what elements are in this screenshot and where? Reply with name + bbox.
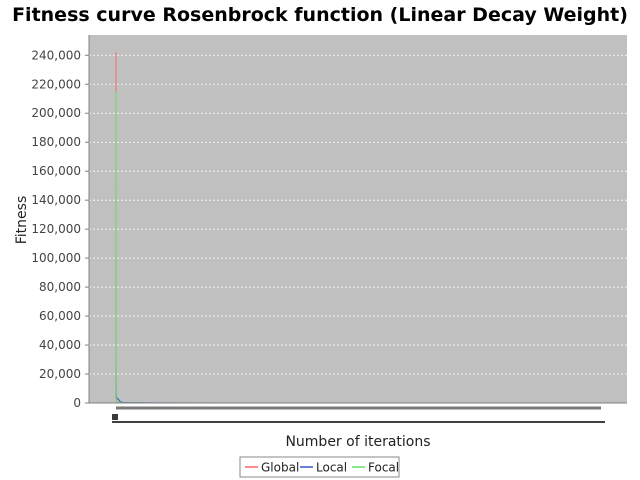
y-tick-label: 140,000 <box>31 193 81 207</box>
y-axis-label: Fitness <box>14 196 30 245</box>
legend-label-global: Global <box>261 461 299 475</box>
x-axis-tick-cluster <box>112 414 118 420</box>
grid <box>89 54 627 375</box>
y-tick-label: 20,000 <box>39 367 81 381</box>
legend: Global Local Focal <box>239 456 400 478</box>
y-tick-label: 80,000 <box>39 280 81 294</box>
y-tick-label: 40,000 <box>39 338 81 352</box>
y-tick-label: 240,000 <box>31 48 81 62</box>
y-tick-label: 160,000 <box>31 164 81 178</box>
y-tick-label: 220,000 <box>31 77 81 91</box>
legend-box <box>239 456 400 478</box>
x-axis-label: Number of iterations <box>285 434 430 450</box>
legend-label-local: Local <box>316 461 347 475</box>
y-tick-label: 120,000 <box>31 222 81 236</box>
y-tick-label: 100,000 <box>31 251 81 265</box>
legend-label-focal: Focal <box>368 461 399 475</box>
y-axis: 0 20,000 40,000 60,000 80,000 100,000 120,000 1… <box>31 35 90 410</box>
plot-area <box>89 35 627 403</box>
y-tick-label: 0 <box>73 396 81 410</box>
y-tick-label: 200,000 <box>31 106 81 120</box>
chart-title: Fitness curve Rosenbrock function (Linea… <box>12 4 628 26</box>
y-tick-label: 60,000 <box>39 309 81 323</box>
y-tick-label: 180,000 <box>31 135 81 149</box>
